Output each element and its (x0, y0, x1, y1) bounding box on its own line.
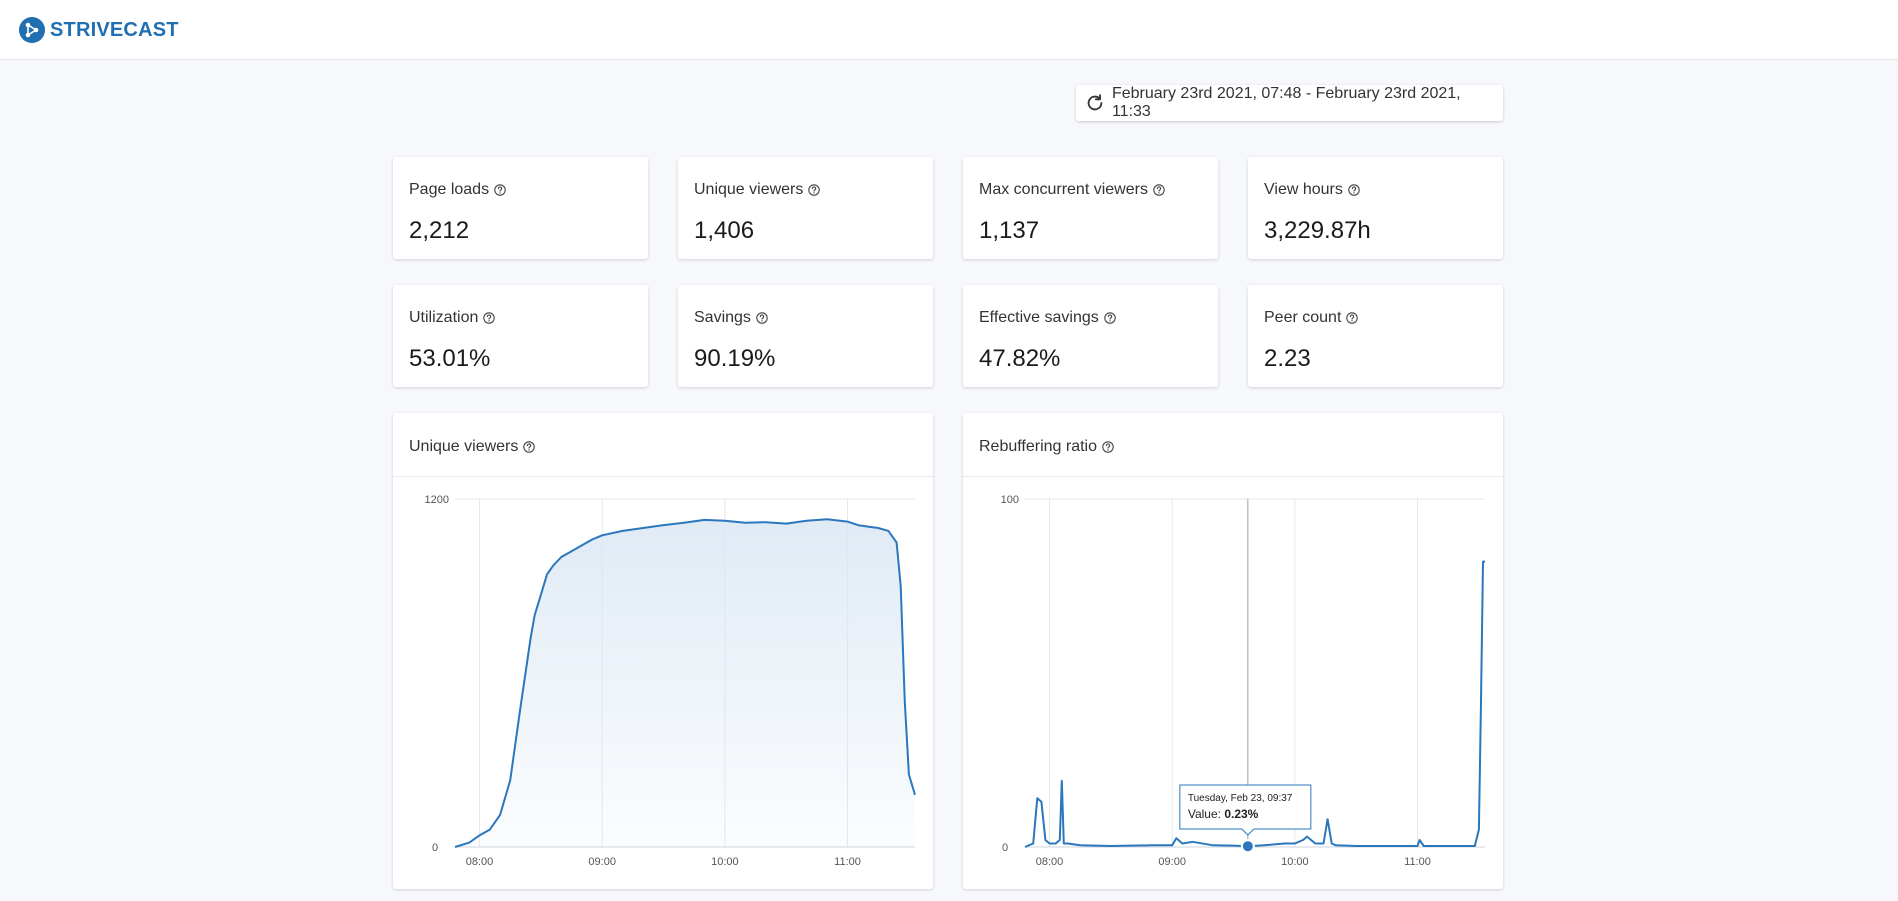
help-icon[interactable] (483, 312, 496, 324)
rebuffering-ratio-plot[interactable]: 08:00 09:00 10:00 11:00 0 100 Tuesday, Feb 23,… (963, 477, 1503, 889)
unique-viewers-plot[interactable]: 08:00 09:00 10:00 11:00 0 1200 (393, 477, 933, 889)
y-tick-label: 1200 (425, 494, 449, 506)
stat-value: 53.01% (409, 345, 491, 372)
stat-label: Max concurrent viewers (979, 181, 1148, 198)
stat-label: View hours (1264, 181, 1343, 198)
y-tick-label: 0 (1002, 842, 1008, 854)
stat-label: Effective savings (979, 309, 1099, 326)
x-tick-label: 09:00 (588, 856, 616, 868)
hover-point (1240, 839, 1255, 854)
help-icon[interactable] (1346, 312, 1359, 324)
help-icon[interactable] (756, 312, 768, 324)
help-icon[interactable] (1348, 184, 1360, 196)
help-icon[interactable] (808, 184, 821, 196)
x-tick-label: 08:00 (466, 856, 494, 868)
tooltip-value: 0.23% (1224, 807, 1258, 821)
x-tick-label: 10:00 (711, 856, 739, 868)
stat-value: 1,406 (694, 217, 755, 244)
stat-label: Savings (694, 309, 751, 326)
x-tick-label: 11:00 (1404, 856, 1431, 868)
stat-label: Utilization (409, 309, 479, 326)
brand-name: STRIVECAST (50, 18, 179, 41)
stat-value: 1,137 (979, 217, 1040, 244)
date-range-label: February 23rd 2021, 07:48 - February 23r… (1111, 85, 1461, 120)
refresh-icon (1087, 94, 1103, 111)
stat-value: 3,229.87h (1264, 217, 1371, 244)
series-line (454, 518, 916, 848)
tooltip-box (1179, 784, 1312, 836)
stat-value: 90.19% (694, 345, 776, 372)
y-tick-label: 0 (432, 842, 438, 854)
stat-card: View hours 3,229.87h (1248, 157, 1503, 259)
chart-tooltip: Tuesday, Feb 23, 09:37 Value: 0.23% (1179, 784, 1312, 836)
series-area (455, 519, 915, 847)
stat-label: Unique viewers (694, 181, 804, 198)
chart-header: Rebuffering ratio (963, 413, 1503, 477)
stat-card: Effective savings 47.82% (963, 285, 1218, 387)
x-tick-label: 09:00 (1158, 856, 1186, 868)
strivecast-logo-icon (19, 17, 45, 43)
rebuffering-ratio-chart-card: Rebuffering ratio 08:00 09:00 10:00 11:00 0 1… (963, 413, 1503, 889)
y-tick-label: 100 (1001, 494, 1019, 506)
stat-label: Peer count (1264, 309, 1342, 326)
stat-card: Peer count 2.23 (1248, 285, 1503, 387)
help-icon[interactable] (1102, 441, 1114, 453)
stat-value: 2.23 (1264, 345, 1311, 372)
chart-title: Unique viewers (409, 438, 519, 455)
stat-card: Savings 90.19% (678, 285, 933, 387)
series-line (1024, 560, 1485, 848)
tooltip-value-label: Value: 0.23% (1188, 807, 1259, 821)
stat-card: Max concurrent viewers 1,137 (963, 157, 1218, 259)
stat-card: Unique viewers 1,406 (678, 157, 933, 259)
stat-label: Page loads (409, 181, 490, 198)
help-icon[interactable] (523, 441, 536, 453)
help-icon[interactable] (1153, 184, 1165, 196)
x-tick-label: 10:00 (1281, 856, 1309, 868)
chart-header: Unique viewers (393, 413, 933, 477)
top-bar: STRIVECAST (0, 0, 1898, 60)
help-icon[interactable] (1104, 312, 1116, 324)
stat-card: Utilization 53.01% (393, 285, 648, 387)
chart-title: Rebuffering ratio (979, 438, 1097, 455)
date-range-button[interactable]: February 23rd 2021, 07:48 - February 23r… (1076, 85, 1503, 121)
stat-card: Page loads 2,212 (393, 157, 648, 259)
x-tick-label: 11:00 (834, 856, 861, 868)
unique-viewers-chart-card: Unique viewers 08:00 09:00 10:00 11:00 0 1200 (393, 413, 933, 889)
brand-logo[interactable]: STRIVECAST (18, 16, 179, 44)
x-tick-label: 08:00 (1036, 856, 1064, 868)
tooltip-date: Tuesday, Feb 23, 09:37 (1188, 793, 1293, 804)
help-icon[interactable] (494, 184, 506, 196)
stat-value: 47.82% (979, 345, 1061, 372)
stat-value: 2,212 (409, 217, 470, 244)
